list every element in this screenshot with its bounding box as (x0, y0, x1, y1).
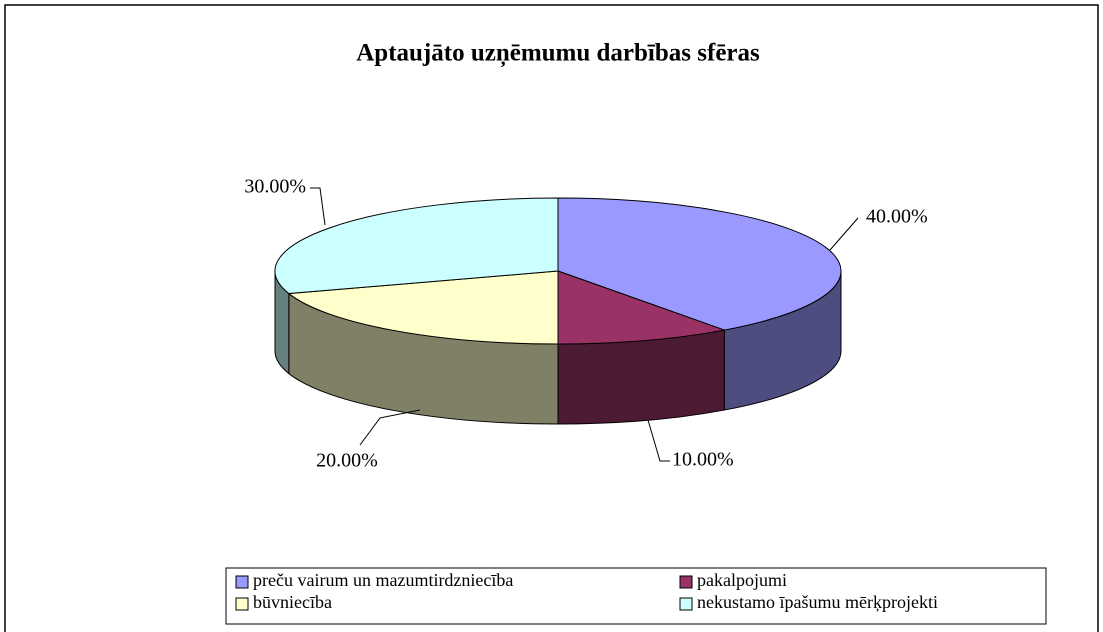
legend-swatch (679, 597, 693, 611)
legend-swatch (679, 575, 693, 589)
leader-line (647, 419, 670, 462)
slice (557, 197, 842, 331)
value-label: 20.00% (316, 450, 378, 472)
legend-label: preču vairum un mazumtirdzniecība (253, 570, 513, 590)
legend-label: pakalpojumi (697, 570, 787, 590)
legend-label: nekustamo īpašumu mērķprojekti (697, 592, 938, 612)
legend-label: būvniecība (253, 592, 332, 612)
leader-line (829, 217, 859, 251)
legend-swatch (235, 575, 249, 589)
leader-line (359, 409, 421, 446)
leader-line (310, 187, 326, 226)
value-label: 40.00% (866, 206, 928, 228)
value-label: 30.00% (244, 176, 306, 198)
slice (557, 270, 727, 345)
value-label: 10.00% (672, 449, 734, 471)
slice (287, 270, 559, 345)
legend-box (225, 567, 1047, 625)
slice (274, 197, 559, 295)
chart-title: Aptaujāto uzņēmumu darbības sfēras (356, 40, 760, 68)
legend-swatch (235, 597, 249, 611)
